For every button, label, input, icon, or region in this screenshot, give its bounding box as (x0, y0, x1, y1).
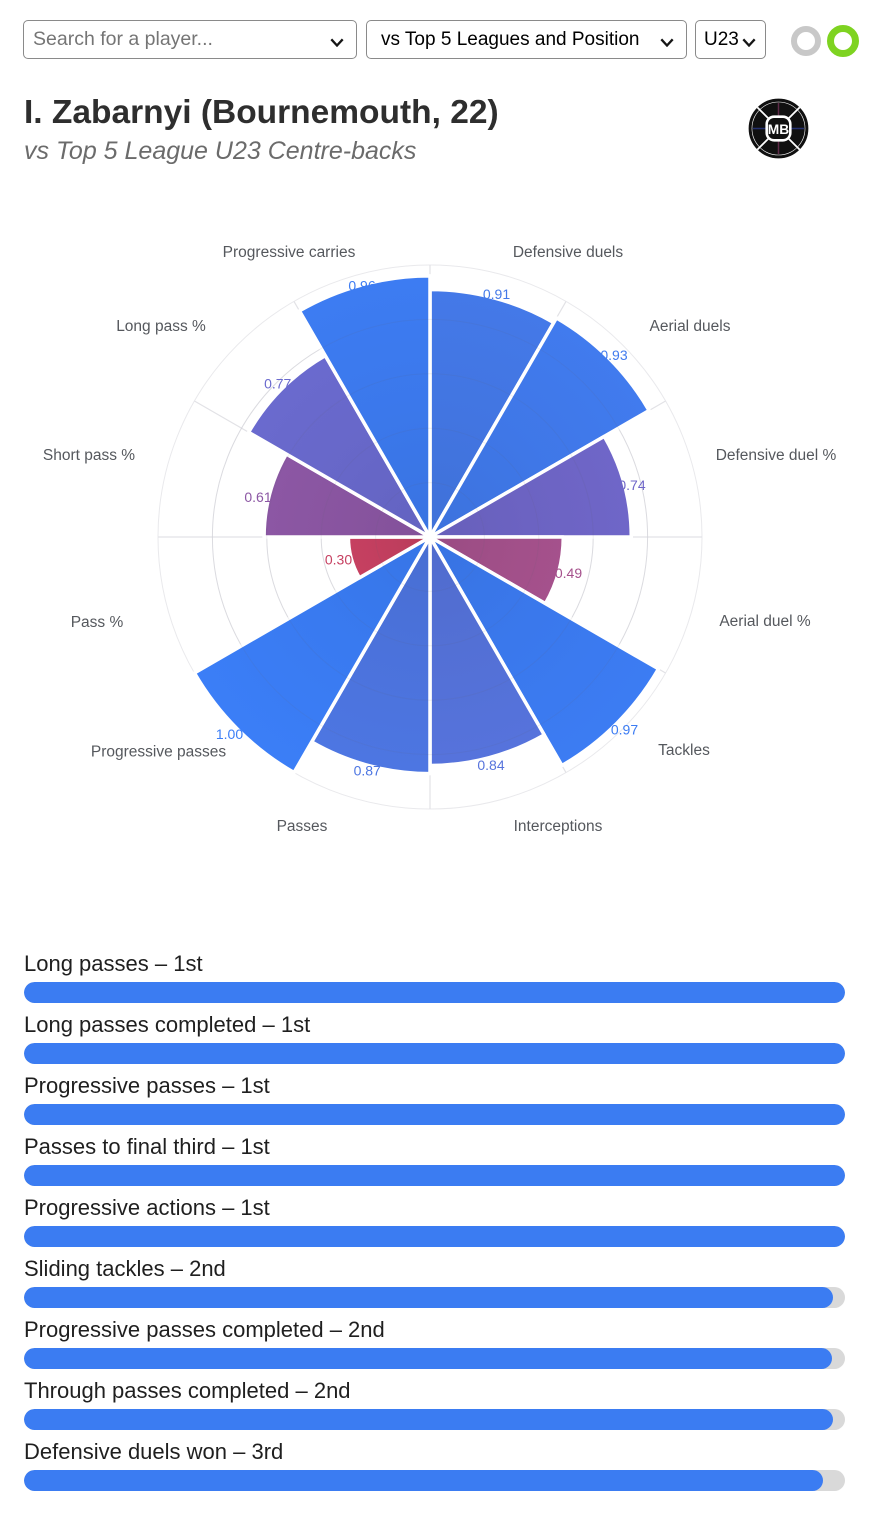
svg-text:Interceptions: Interceptions (514, 818, 603, 835)
svg-text:Passes: Passes (277, 818, 328, 835)
svg-text:Pass %: Pass % (71, 614, 124, 631)
svg-text:0.87: 0.87 (354, 762, 381, 778)
svg-text:0.74: 0.74 (618, 477, 645, 493)
svg-text:MB: MB (768, 122, 789, 137)
svg-text:Aerial duels: Aerial duels (650, 318, 731, 335)
svg-text:Defensive duel %: Defensive duel % (716, 447, 837, 464)
svg-text:0.30: 0.30 (325, 552, 352, 568)
svg-text:0.93: 0.93 (600, 347, 627, 363)
svg-text:Progressive passes: Progressive passes (91, 744, 227, 761)
svg-text:Defensive duels: Defensive duels (513, 244, 624, 261)
svg-text:Long pass %: Long pass % (116, 318, 206, 335)
svg-text:Short pass %: Short pass % (43, 447, 135, 464)
svg-text:1.00: 1.00 (216, 726, 243, 742)
svg-text:0.49: 0.49 (555, 565, 582, 581)
svg-text:0.77: 0.77 (264, 376, 291, 392)
svg-text:0.84: 0.84 (477, 757, 504, 773)
svg-text:Aerial duel %: Aerial duel % (719, 613, 811, 630)
svg-text:0.97: 0.97 (611, 722, 638, 738)
svg-text:0.91: 0.91 (483, 286, 510, 302)
svg-text:0.61: 0.61 (244, 489, 271, 505)
svg-text:0.96: 0.96 (348, 278, 375, 294)
svg-text:Tackles: Tackles (658, 742, 710, 759)
svg-text:Progressive carries: Progressive carries (223, 244, 356, 261)
